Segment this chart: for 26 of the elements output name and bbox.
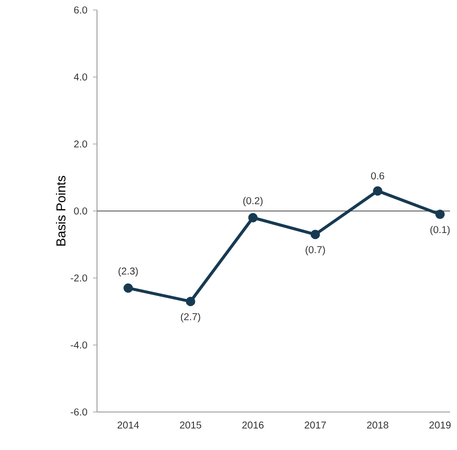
x-tick-label: 2016 [242,422,264,429]
data-label: 0.6 [371,172,384,180]
y-tick-label: -2.0 [70,274,88,282]
x-tick-label: 2019 [429,422,451,429]
x-tick-label: 2017 [304,422,326,429]
data-label: (0.7) [306,246,325,256]
point [124,283,133,293]
x-tick-label: 2014 [118,422,139,429]
y-tick-label: 6.0 [74,6,88,14]
x-tick-label: 2015 [180,422,202,429]
data-label: (2.3) [118,267,138,277]
y-tick-label: -6.0 [70,408,88,416]
point [435,210,445,220]
data-label: (0.2) [243,196,263,206]
point [248,213,258,222]
point [372,186,382,196]
y-axis-title: Basis Points [56,176,66,246]
x-tick-label: 2018 [367,422,388,429]
y-tick-label: 4.0 [74,73,88,81]
point [310,230,320,240]
data-label: (0.1) [430,226,450,236]
y-tick-label: 0.0 [74,207,88,215]
point [186,296,196,306]
y-tick-label: -4.0 [70,341,88,349]
data-label: (2.7) [180,312,200,322]
y-tick-label: 2.0 [74,140,88,148]
